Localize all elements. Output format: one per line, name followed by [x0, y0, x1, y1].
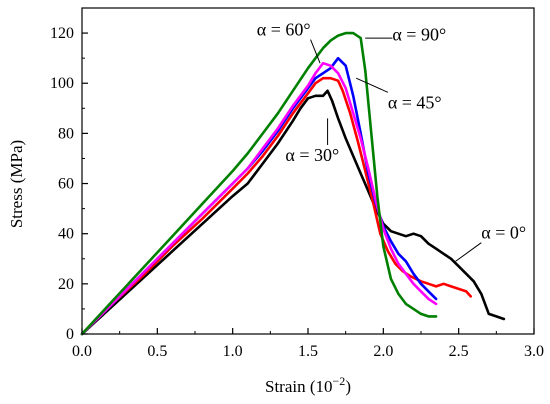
y-axis-title: Stress (MPa)	[7, 140, 26, 228]
series-line-1	[80, 76, 472, 336]
annotation-leader-1	[310, 39, 321, 64]
x-tick-label-6: 3.0	[524, 343, 544, 360]
series-line-0	[80, 89, 506, 336]
y-tick-label-0: 0	[66, 326, 74, 343]
series-line-4	[80, 31, 438, 336]
y-tick-label-4: 80	[58, 125, 74, 142]
x-axis-title: Strain (10−2)	[265, 374, 351, 396]
annotation-label-2: α = 45°	[388, 92, 442, 112]
y-tick-label-6: 120	[50, 25, 74, 42]
annotation-label-1: α = 60°	[257, 20, 311, 40]
annotation-leader-4	[455, 242, 482, 262]
series-line-3	[80, 61, 438, 336]
plot-border	[81, 7, 535, 335]
axes: 0.0 0.5 1.0 1.5 2.0 2.5 3.0 0 20 40 60 80 100 120	[50, 7, 544, 360]
x-tick-label-4: 2.0	[373, 343, 393, 360]
annotation-label-0: α = 90°	[392, 25, 446, 45]
x-tick-label-2: 1.0	[223, 343, 243, 360]
y-tick-label-2: 40	[58, 226, 74, 243]
y-tick-label-5: 100	[50, 75, 74, 92]
plot-frame	[81, 7, 535, 335]
series-lines	[80, 31, 506, 336]
y-tick-label-3: 60	[58, 176, 74, 193]
x-tick-label-5: 2.5	[449, 343, 469, 360]
y-tick-label-1: 20	[58, 276, 74, 293]
annotation-label-3: α = 30°	[285, 145, 339, 165]
x-tick-label-0: 0.0	[72, 343, 92, 360]
x-tick-label-1: 0.5	[147, 343, 167, 360]
annotation-leader-2	[356, 77, 389, 93]
series-line-2	[80, 56, 438, 336]
annotations: α = 90° α = 60° α = 45° α = 30° α = 0°	[257, 20, 526, 262]
x-tick-label-3: 1.5	[298, 343, 318, 360]
annotation-label-4: α = 0°	[481, 223, 526, 243]
